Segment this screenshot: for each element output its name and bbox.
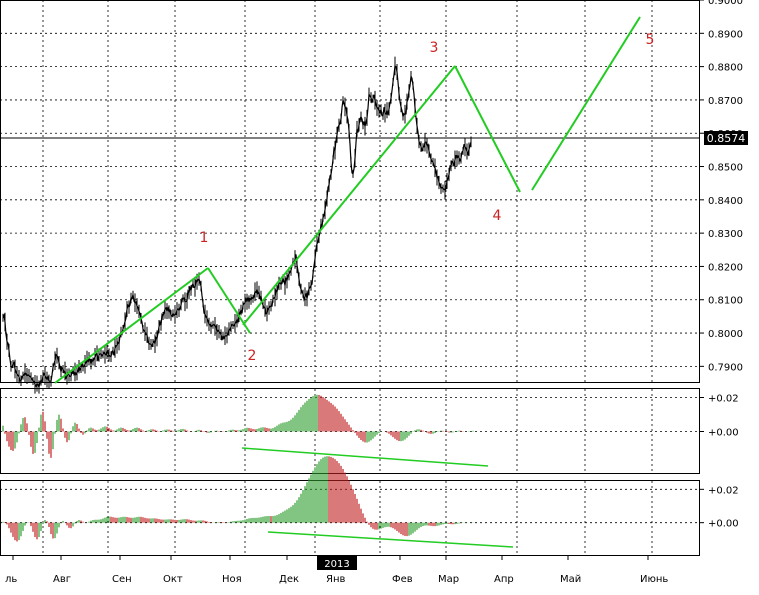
time-axis-label: Дек [279,574,299,585]
oscillator-2-axis-label: +0.02 [708,485,739,496]
time-axis-label: Окт [163,574,183,585]
time-axis-label: Апр [494,574,514,585]
price-axis-label: 0.7900 [708,362,743,373]
wave-labels: 1 2 3 4 5 [200,32,655,364]
oscillator-2-pane[interactable] [0,456,700,556]
price-axis: 0.90000.89000.88000.87000.86000.85000.84… [700,0,743,373]
time-axis-label: Май [560,574,581,585]
wave-label: 3 [430,40,439,56]
wave-line [242,65,456,326]
wave-label: 5 [646,32,655,48]
price-axis-label: 0.8400 [708,196,743,207]
oscillator-1-divergence-line [241,447,489,467]
price-axis-label: 0.8800 [708,63,743,74]
current-price-label: 0.8574 [707,132,746,145]
time-axis-label: Мар [438,574,459,585]
price-pane-frame [0,0,700,383]
price-axis-label: 0.8900 [708,29,743,40]
time-axis-label: Авг [53,574,71,585]
oscillator-1-pane[interactable] [0,388,700,475]
wave-line [54,267,209,384]
oscillator-1-axis: +0.02 +0.00 [700,394,739,439]
year-marker-box [317,556,357,570]
oscillator-2-frame [0,480,700,556]
oscillator-2-axis: +0.02 +0.00 [700,485,739,530]
oscillator-2-axis-label: +0.00 [708,519,739,530]
wave-label: 4 [493,208,502,224]
wave-line [454,65,521,193]
oscillator-1-frame [0,388,700,474]
oscillator-1-bars [2,394,474,458]
time-axis-label: Сен [112,574,132,585]
time-axis-label: Июнь [640,574,668,585]
wave-line [207,267,251,334]
year-marker: 2013 [317,556,357,570]
price-series [2,56,472,394]
year-marker-label: 2013 [324,559,349,570]
oscillator-1-axis-label: +0.00 [708,428,739,439]
price-axis-label: 0.8500 [708,163,743,174]
oscillator-1-axis-label: +0.02 [708,394,739,405]
price-axis-label: 0.8700 [708,96,743,107]
current-price-marker: 0.8574 [704,131,748,145]
current-price-box [704,131,748,145]
price-axis-label: 0.8200 [708,262,743,273]
price-grid [0,0,700,383]
wave-line [531,16,641,191]
time-axis-label: Янв [326,574,345,585]
price-axis-label: 0.8100 [708,296,743,307]
price-axis-label: 0.9000 [708,0,743,7]
time-axis-label: Ноя [222,574,242,585]
wave-label: 1 [200,230,209,246]
oscillator-2-bars [2,456,474,542]
price-pane[interactable]: 1 2 3 4 5 [0,0,700,394]
wave-label: 2 [248,348,257,364]
price-axis-label: 0.8000 [708,329,743,340]
time-axis: ль Авг Сен Окт Ноя Дек Янв Фев Мар Апр Май Июнь [5,556,668,585]
time-axis-label: ль [5,574,17,585]
oscillator-2-divergence-line [267,531,514,548]
time-axis-label: Фев [392,574,413,585]
wave-lines [54,16,641,384]
price-axis-label: 0.8300 [708,229,743,240]
